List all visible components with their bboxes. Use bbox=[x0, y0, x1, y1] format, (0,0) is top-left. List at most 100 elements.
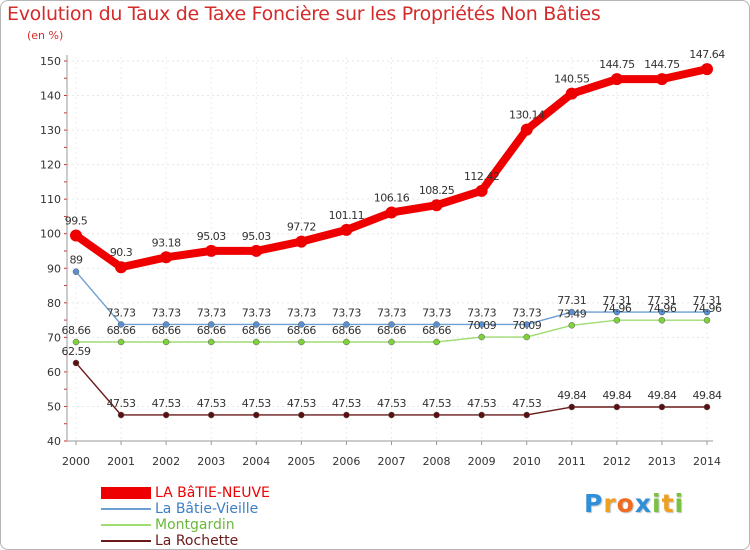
data-point bbox=[701, 63, 713, 76]
y-tick-label: 60 bbox=[47, 366, 61, 379]
data-label: 77.31 bbox=[557, 294, 586, 307]
data-label: 68.66 bbox=[62, 324, 91, 337]
data-point bbox=[205, 244, 218, 257]
data-label: 74.96 bbox=[602, 302, 631, 315]
data-label: 106.16 bbox=[374, 191, 410, 204]
data-point bbox=[207, 411, 215, 419]
data-label: 68.66 bbox=[377, 324, 406, 337]
data-label: 73.73 bbox=[287, 306, 316, 319]
y-tick-label: 120 bbox=[40, 159, 61, 172]
y-tick-label: 100 bbox=[40, 228, 61, 241]
data-point bbox=[523, 333, 530, 341]
data-point bbox=[658, 308, 666, 316]
logo-letter: t bbox=[661, 489, 675, 518]
data-point bbox=[523, 321, 530, 328]
data-label: 144.75 bbox=[644, 58, 680, 71]
data-point bbox=[162, 338, 170, 346]
y-tick-label: 80 bbox=[47, 297, 61, 310]
data-label: 89 bbox=[70, 254, 83, 267]
data-label: 93.18 bbox=[152, 236, 181, 249]
data-point bbox=[250, 244, 263, 257]
data-label: 47.53 bbox=[152, 397, 181, 410]
y-tick-label: 40 bbox=[47, 435, 61, 448]
data-label: 68.66 bbox=[332, 324, 361, 337]
data-label: 47.53 bbox=[287, 397, 316, 410]
data-label: 49.84 bbox=[602, 389, 631, 402]
y-tick-label: 90 bbox=[47, 262, 61, 275]
data-label: 73.73 bbox=[332, 306, 361, 319]
data-point bbox=[388, 411, 395, 419]
data-point bbox=[298, 411, 305, 419]
legend-label: LA BâTIE-NEUVE bbox=[155, 485, 270, 501]
legend-swatch bbox=[101, 524, 151, 526]
legend-swatch bbox=[101, 508, 151, 510]
data-point bbox=[520, 123, 533, 136]
data-point bbox=[613, 308, 621, 316]
data-label: 95.03 bbox=[242, 230, 271, 243]
data-point bbox=[207, 321, 215, 328]
data-point bbox=[658, 403, 666, 411]
data-label: 47.53 bbox=[242, 397, 271, 410]
data-point bbox=[568, 403, 576, 411]
logo-letter: r bbox=[603, 489, 617, 518]
data-point bbox=[568, 322, 576, 329]
data-point bbox=[298, 338, 305, 346]
data-label: 97.72 bbox=[287, 221, 316, 234]
data-label: 49.84 bbox=[557, 389, 586, 402]
data-point bbox=[70, 229, 82, 242]
data-point bbox=[253, 321, 260, 328]
data-label: 47.53 bbox=[377, 397, 406, 410]
data-point bbox=[343, 411, 350, 419]
data-label: 68.66 bbox=[152, 324, 181, 337]
chart-title: Evolution du Taux de Taxe Foncière sur l… bbox=[7, 3, 601, 25]
data-point bbox=[72, 359, 80, 367]
data-label: 62.59 bbox=[62, 345, 91, 358]
data-point bbox=[343, 321, 350, 328]
data-point bbox=[478, 333, 485, 341]
logo-letter: i bbox=[652, 489, 662, 518]
data-label: 95.03 bbox=[197, 230, 226, 243]
data-label: 68.66 bbox=[287, 324, 316, 337]
data-label: 112.42 bbox=[464, 170, 500, 183]
data-label: 77.31 bbox=[647, 294, 676, 307]
data-point bbox=[72, 338, 80, 346]
data-point bbox=[72, 268, 80, 275]
x-tick-label: 2003 bbox=[197, 455, 225, 468]
data-point bbox=[613, 403, 621, 411]
data-label: 73.73 bbox=[242, 306, 271, 319]
data-point bbox=[568, 308, 576, 316]
data-point bbox=[117, 338, 125, 346]
data-point bbox=[523, 411, 530, 419]
data-point bbox=[162, 321, 170, 328]
x-tick-label: 2012 bbox=[603, 455, 631, 468]
data-label: 49.84 bbox=[693, 389, 722, 402]
data-label: 73.73 bbox=[422, 306, 451, 319]
data-label: 47.53 bbox=[422, 397, 451, 410]
data-label: 47.53 bbox=[197, 397, 226, 410]
x-tick-label: 2002 bbox=[152, 455, 180, 468]
data-point bbox=[433, 338, 440, 346]
data-label: 140.55 bbox=[554, 73, 590, 86]
data-point bbox=[388, 338, 395, 346]
data-point bbox=[160, 251, 173, 264]
data-label: 73.49 bbox=[557, 307, 586, 320]
data-label: 130.14 bbox=[509, 109, 545, 122]
y-tick-label: 150 bbox=[40, 55, 61, 68]
data-label: 73.73 bbox=[107, 306, 136, 319]
data-point bbox=[253, 338, 260, 346]
data-point bbox=[340, 223, 353, 236]
data-point bbox=[343, 338, 350, 346]
data-label: 144.75 bbox=[599, 58, 635, 71]
y-axis-unit-label: (en %) bbox=[27, 29, 64, 42]
data-point bbox=[655, 73, 668, 86]
data-point bbox=[703, 316, 711, 324]
y-tick-label: 140 bbox=[40, 90, 61, 103]
data-label: 73.73 bbox=[467, 306, 496, 319]
data-label: 108.25 bbox=[419, 184, 455, 197]
data-label: 47.53 bbox=[467, 397, 496, 410]
data-point bbox=[703, 403, 711, 411]
y-tick-label: 110 bbox=[40, 193, 61, 206]
data-point bbox=[433, 321, 440, 328]
